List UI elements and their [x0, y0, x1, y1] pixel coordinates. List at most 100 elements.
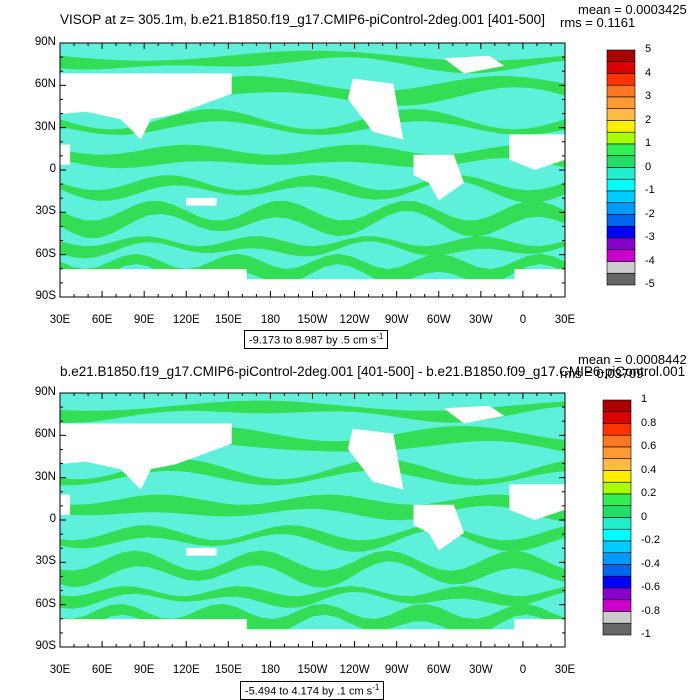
colorbar-swatch: [602, 587, 632, 601]
x-tick-label: 120W: [339, 314, 370, 326]
contour-band: [60, 76, 565, 106]
y-tick-label: 30N: [34, 470, 56, 483]
contour-band: [60, 586, 565, 609]
colorbar-swatch: [602, 399, 632, 413]
colorbar-swatch: [602, 423, 632, 436]
panel-1-title: VISOP at z= 305.1m, b.e21.B1850.f19_g17.…: [60, 12, 545, 27]
colorbar-tick-label: -5: [645, 278, 655, 290]
x-tick-label: 30W: [469, 314, 493, 326]
panel-2-mean: mean = 0.0008442: [578, 352, 687, 367]
land-mask: [443, 55, 505, 74]
colorbar-tick-label: -0.2: [641, 534, 660, 546]
y-tick-label: 60N: [34, 78, 56, 91]
land-mask: [60, 619, 565, 647]
colorbar-tick-label: -0.8: [641, 604, 660, 617]
colorbar-swatch: [602, 564, 632, 577]
x-tick-label: 30E: [49, 314, 71, 326]
colorbar-swatch: [602, 622, 632, 636]
x-tick-label: 150W: [297, 314, 328, 326]
panel-1-range-label: -9.173 to 8.987 by .5 cm s-1: [244, 330, 389, 349]
land-mask: [443, 405, 505, 424]
contour-band: [60, 525, 565, 552]
land-mask: [413, 154, 464, 201]
x-tick-label: 120E: [172, 664, 200, 676]
colorbar-tick-label: 2: [645, 113, 652, 126]
colorbar-tick-label: 0.6: [641, 440, 657, 452]
land-mask: [509, 134, 565, 170]
land-mask: [60, 494, 71, 515]
colorbar-swatch: [602, 599, 632, 612]
x-tick-label: 30W: [469, 664, 493, 676]
panel-1-rms: rms = 0.1161: [560, 15, 636, 30]
colorbar-swatch: [602, 481, 632, 495]
colorbar-tick-label: -0.4: [641, 557, 660, 570]
colorbar-swatch: [606, 272, 636, 286]
x-tick-label: 30E: [554, 314, 576, 326]
x-tick-label: 150E: [214, 664, 242, 676]
colorbar-tick-label: 0.2: [641, 487, 657, 499]
y-tick-label: 90N: [34, 36, 56, 48]
colorbar-tick-label: 1: [645, 137, 652, 149]
land-mask: [509, 484, 565, 520]
panel-1-mean: mean = 0.0003425: [578, 2, 687, 17]
land-mask: [60, 269, 565, 297]
contour-band: [60, 494, 565, 522]
colorbar-tick-label: -0.6: [641, 581, 660, 593]
colorbar-swatch: [602, 411, 632, 424]
colorbar-swatch: [602, 517, 632, 530]
contour-band: [60, 50, 565, 74]
x-tick-label: 90W: [384, 664, 409, 676]
y-tick-label: 30S: [35, 555, 56, 568]
x-tick-label: 60E: [91, 664, 113, 676]
colorbar-swatch: [602, 611, 632, 624]
contour-band: [60, 550, 565, 588]
colorbar-swatch: [602, 493, 632, 507]
contour-band: [60, 236, 565, 259]
contour-band: [60, 201, 565, 239]
x-tick-label: 30E: [554, 664, 576, 676]
colorbar-swatch: [602, 575, 632, 589]
colorbar-tick-label: 4: [645, 66, 652, 79]
y-tick-label: 30N: [34, 120, 56, 133]
x-tick-label: 60E: [91, 314, 113, 326]
contour-band: [60, 459, 565, 486]
y-tick-label: 90S: [35, 640, 56, 652]
y-tick-label: 90S: [35, 290, 56, 302]
colorbar-swatch: [602, 505, 632, 518]
colorbar-tick-label: 3: [645, 90, 652, 102]
colorbar-tick-label: 1: [641, 393, 648, 405]
y-tick-label: 0: [49, 163, 56, 175]
colorbar-swatch: [602, 540, 632, 554]
land-mask: [60, 423, 232, 490]
land-mask: [186, 547, 217, 556]
contour-band: [60, 109, 565, 135]
x-tick-label: 0: [519, 664, 527, 676]
colorbar-tick-label: 5: [645, 43, 652, 55]
x-tick-label: 120E: [172, 314, 200, 326]
land-mask: [60, 73, 232, 140]
x-tick-label: 30E: [49, 664, 71, 676]
colorbar-swatch: [602, 446, 632, 460]
x-tick-label: 90W: [384, 314, 409, 326]
y-tick-label: 60N: [34, 428, 56, 441]
x-tick-label: 90E: [133, 664, 155, 676]
colorbar-tick-label: 0.4: [641, 463, 657, 476]
colorbar-tick-label: -4: [645, 254, 655, 267]
colorbar-swatch: [602, 458, 632, 471]
panel-2-title: b.e21.B1850.f19_g17.CMIP6-piControl-2deg…: [60, 364, 686, 379]
colorbar-swatch: [602, 434, 632, 448]
land-mask: [60, 144, 71, 165]
colorbar-tick-label: 0: [645, 160, 652, 173]
x-tick-label: 60W: [426, 664, 451, 676]
x-tick-label: 0: [519, 314, 527, 326]
land-mask: [347, 78, 404, 140]
x-tick-label: 180: [260, 314, 280, 326]
y-tick-label: 60S: [35, 247, 56, 260]
x-tick-label: 150E: [214, 314, 242, 326]
land-mask: [186, 197, 217, 206]
colorbar-tick-label: -1: [645, 184, 655, 196]
contour-band: [60, 400, 565, 423]
x-tick-label: 180: [260, 664, 280, 676]
